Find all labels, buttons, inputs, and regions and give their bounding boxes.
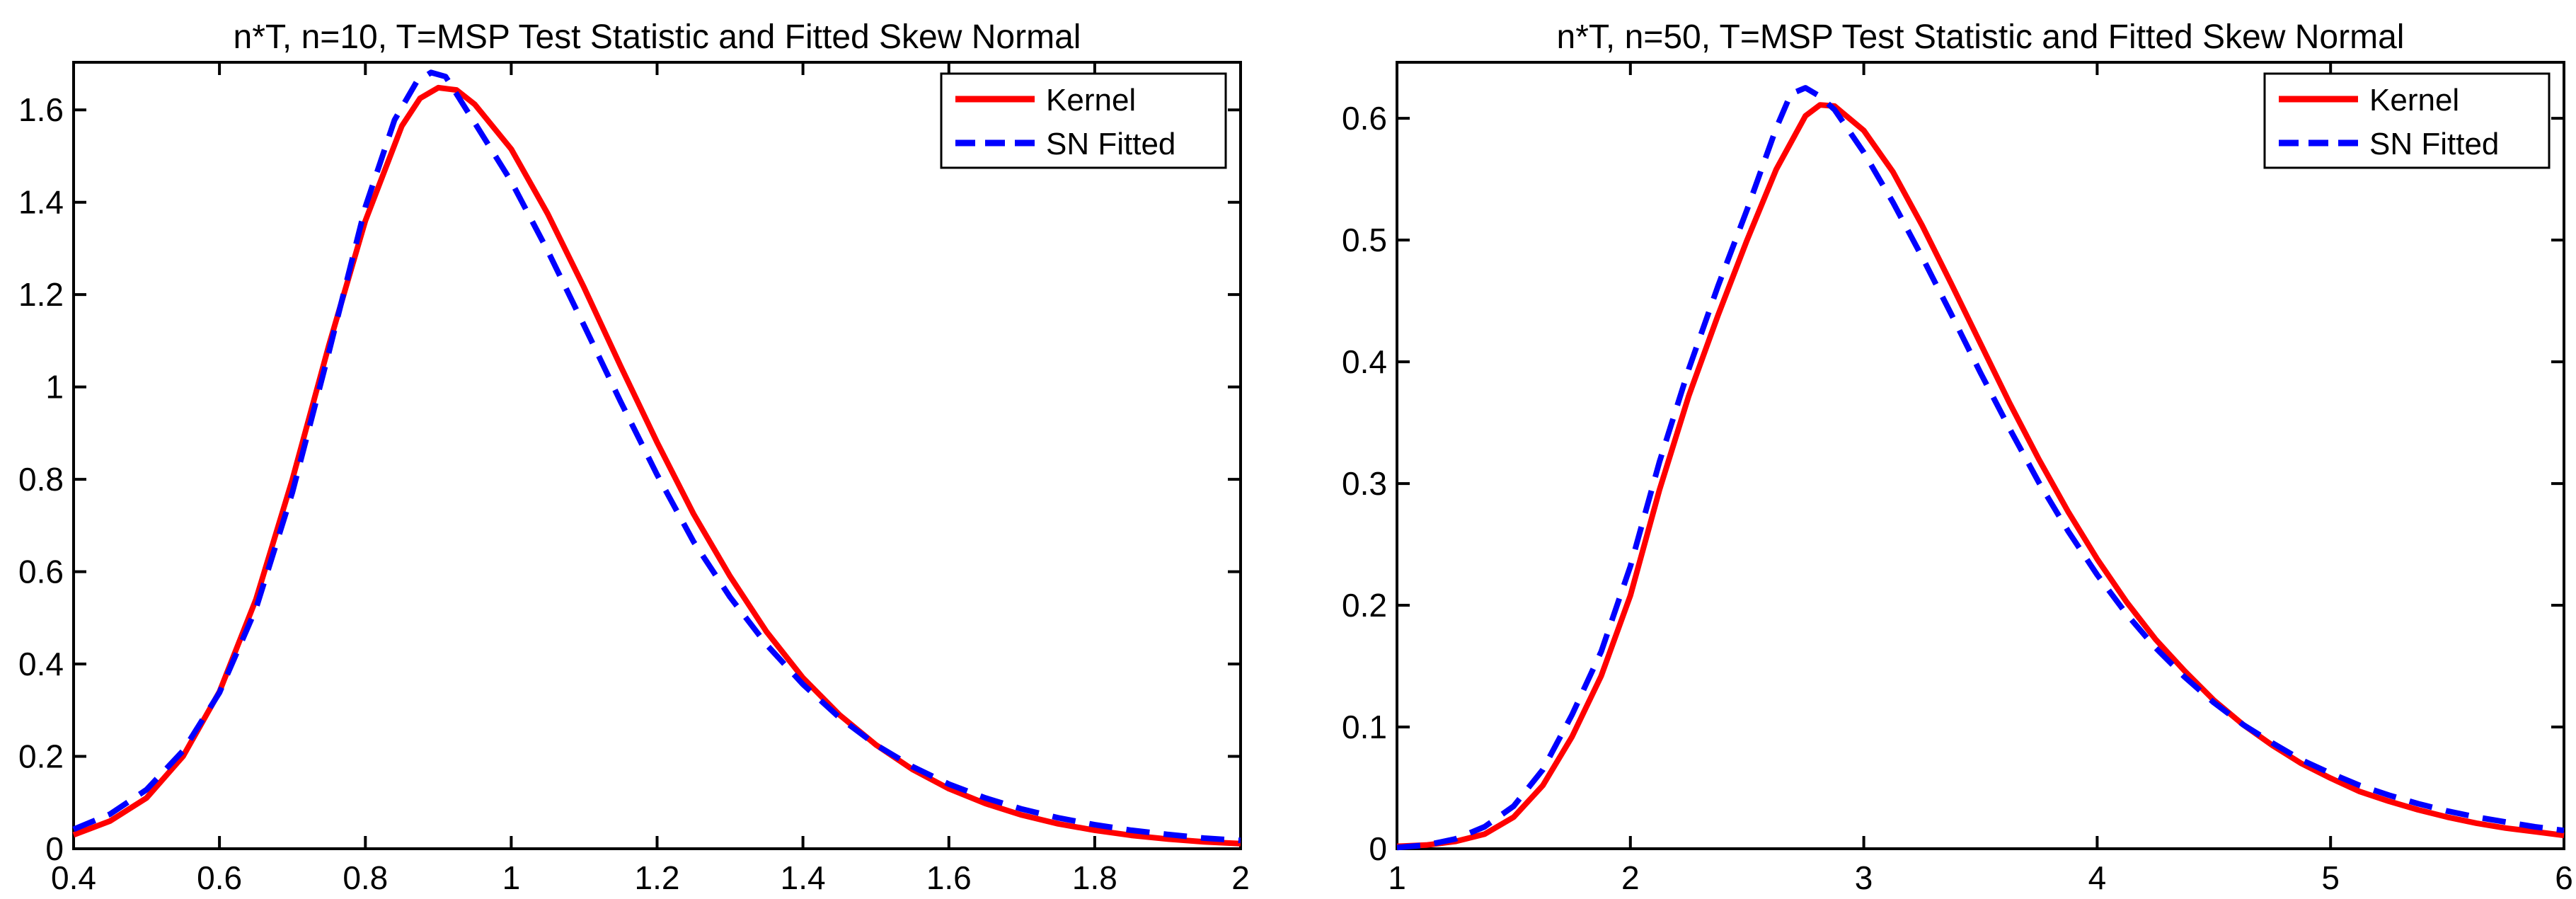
legend-item-label: Kernel [1046,83,1136,118]
y-tick-label: 0.1 [1342,709,1387,745]
y-tick-label: 0.2 [18,738,64,775]
x-tick-label: 5 [2321,859,2340,896]
y-tick-label: 0.3 [1342,465,1387,502]
series-kernel-line [72,84,1241,847]
y-tick-label: 1.6 [18,91,64,128]
series-sn-fitted-line [72,69,1241,844]
series-kernel-line [1396,102,2565,849]
x-tick-label: 2 [1621,859,1640,896]
y-tick-label: 0.5 [1342,222,1387,258]
x-tick-label: 2 [1231,859,1250,896]
y-tick-label: 0 [45,830,64,867]
plot-left: n*T, n=10, T=MSP Test Statistic and Fitt… [18,18,1250,896]
y-tick-label: 0.4 [18,646,64,682]
legend: Kernel SN Fitted [2263,72,2551,169]
plot-frame [72,61,1242,850]
legend-box [940,72,1227,169]
x-tick-label: 1.4 [781,859,826,896]
y-tick-label: 0.6 [1342,100,1387,137]
x-tick-label: 6 [2555,859,2573,896]
y-tick-label: 1.2 [18,276,64,313]
y-tick-label: 0.2 [1342,587,1387,624]
y-tick-label: 1 [45,369,64,406]
legend-item-label: Kernel [2369,83,2459,118]
series-sn-fitted-line [1396,85,2565,851]
legend-item-label: SN Fitted [1046,127,1175,161]
legend: Kernel SN Fitted [940,72,1227,169]
plot-title: n*T, n=10, T=MSP Test Statistic and Fitt… [234,18,1081,56]
x-tick-label: 3 [1855,859,1873,896]
plot-frame [1396,61,2565,850]
x-tick-label: 0.8 [343,859,388,896]
y-tick-label: 0.8 [18,461,64,498]
x-tick-label: 4 [2088,859,2107,896]
legend-item-label: SN Fitted [2369,127,2499,161]
x-tick-label: 1.6 [926,859,972,896]
plot-title: n*T, n=50, T=MSP Test Statistic and Fitt… [1557,18,2405,56]
x-tick-label: 1 [502,859,521,896]
x-tick-label: 1.2 [635,859,680,896]
x-tick-label: 0.4 [51,859,96,896]
x-tick-label: 0.6 [197,859,242,896]
plot-right: n*T, n=50, T=MSP Test Statistic and Fitt… [1342,18,2573,896]
x-tick-label: 1.8 [1072,859,1117,896]
y-tick-label: 0 [1369,830,1387,867]
y-tick-label: 1.4 [18,184,64,221]
legend-box [2263,72,2551,169]
y-tick-label: 0.6 [18,554,64,590]
y-tick-label: 0.4 [1342,343,1387,380]
x-tick-label: 1 [1388,859,1406,896]
